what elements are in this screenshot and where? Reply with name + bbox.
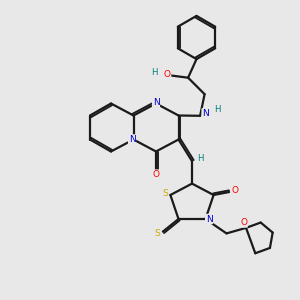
Text: H: H [214,105,221,114]
Text: H: H [197,154,204,163]
Text: O: O [152,170,160,179]
Text: N: N [153,98,159,107]
Text: H: H [151,68,157,77]
Text: S: S [154,230,160,238]
Text: N: N [129,135,135,144]
Text: O: O [164,70,171,79]
Text: N: N [206,214,212,224]
Text: O: O [231,186,238,195]
Text: S: S [162,189,168,198]
Text: N: N [202,109,209,118]
Text: O: O [240,218,247,227]
